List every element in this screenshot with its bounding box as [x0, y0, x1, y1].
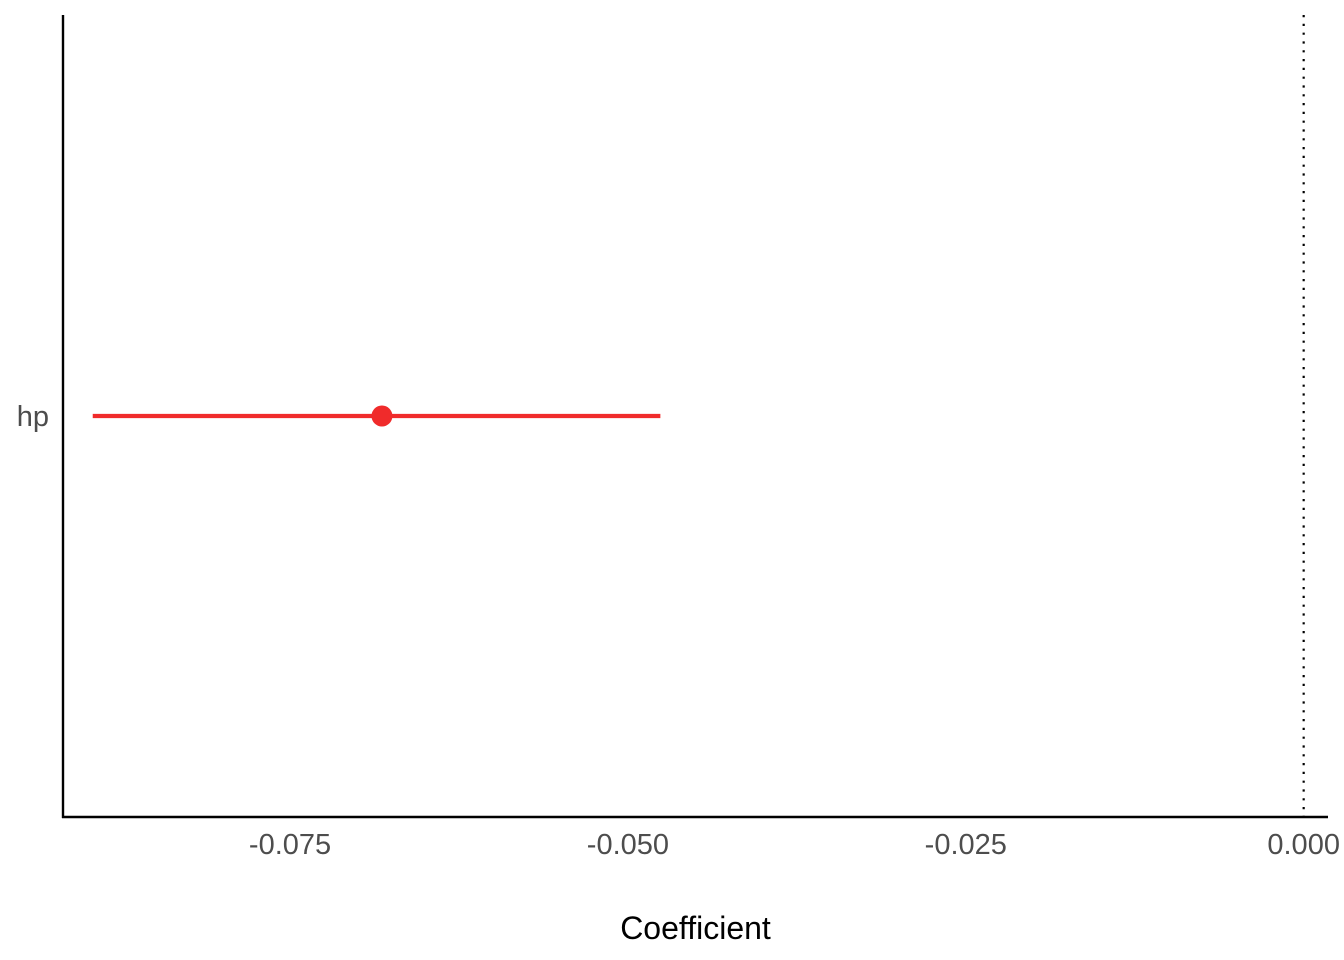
x-tick-label: -0.025 — [925, 829, 1007, 861]
y-axis-ticks: hp — [17, 401, 49, 433]
x-axis-ticks: -0.075 -0.050 -0.025 0.000 — [249, 829, 1340, 861]
x-tick-label: 0.000 — [1267, 829, 1340, 861]
point-estimate — [371, 405, 393, 427]
x-tick-label: -0.050 — [587, 829, 669, 861]
coefficient-marks — [92, 405, 661, 427]
y-tick-label: hp — [17, 401, 49, 433]
x-tick-label: -0.075 — [249, 829, 331, 861]
x-axis-title: Coefficient — [620, 910, 771, 946]
